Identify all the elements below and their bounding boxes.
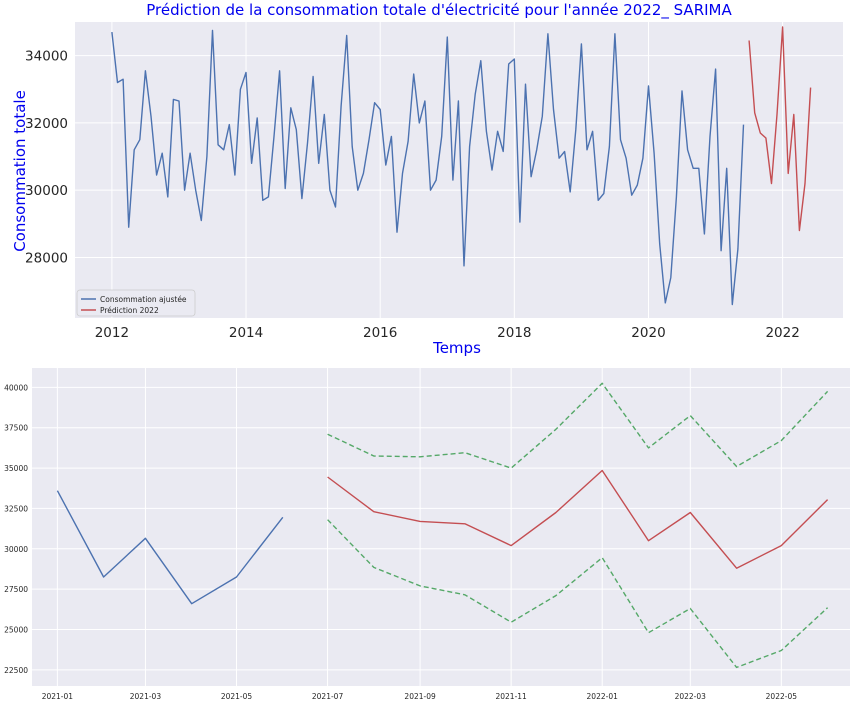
x-tick-label: 2021-05	[221, 692, 253, 701]
x-tick-label: 2016	[363, 325, 397, 341]
y-tick-label: 34000	[25, 49, 68, 65]
chart-bottom: 2021-01 2021-03 2021-05 2021-07 2021-09 2021-…	[4, 368, 850, 701]
y-tick-label: 22500	[4, 666, 28, 675]
plot-background-bottom	[32, 368, 850, 686]
series-line-2	[748, 26, 812, 232]
legend: Consommation ajustée Prédiction 2022	[76, 289, 196, 317]
series-line-2	[327, 469, 829, 569]
y-tick-label: 30000	[4, 545, 28, 554]
legend-box	[76, 289, 196, 317]
series-line-1	[56, 490, 284, 605]
x-tick-label: 2021-11	[495, 692, 527, 701]
y-tick-label: 32500	[4, 504, 28, 513]
y-tick-label: 30000	[25, 183, 68, 199]
legend-label-1: Consommation ajustée	[100, 295, 187, 304]
plot-background-top	[75, 22, 843, 318]
series-line-3	[327, 382, 829, 469]
x-tick-label: 2020	[631, 325, 665, 341]
y-tick-label: 32000	[25, 116, 68, 132]
chart-title: Prédiction de la consommation totale d'é…	[146, 1, 732, 20]
x-tick-label: 2021-03	[130, 692, 162, 701]
x-tick-label: 2018	[497, 325, 531, 341]
x-tick-label: 2021-07	[312, 692, 344, 701]
x-axis-label: Temps	[432, 339, 481, 357]
chart-top: 2012 2014 2016 2018 2020 2022 28000 30000 32000 3…	[11, 1, 843, 357]
y-tick-label: 37500	[4, 424, 28, 433]
y-tick-label: 28000	[25, 250, 68, 266]
series-line-1	[111, 29, 745, 306]
x-tick-label: 2022-05	[766, 692, 798, 701]
x-tick-label: 2022	[765, 325, 799, 341]
x-tick-label: 2022-01	[587, 692, 619, 701]
legend-label-2: Prédiction 2022	[100, 306, 159, 315]
y-tick-label: 35000	[4, 464, 28, 473]
x-tick-label: 2014	[229, 325, 263, 341]
x-tick-label: 2012	[95, 325, 129, 341]
x-tick-label: 2021-09	[404, 692, 436, 701]
series-line-4	[327, 519, 829, 669]
y-tick-label: 25000	[4, 626, 28, 635]
y-tick-label: 27500	[4, 585, 28, 594]
x-tick-label: 2021-01	[42, 692, 74, 701]
y-axis-label: Consommation totale	[11, 90, 29, 252]
y-tick-label: 40000	[4, 383, 28, 392]
x-tick-label: 2022-03	[675, 692, 707, 701]
